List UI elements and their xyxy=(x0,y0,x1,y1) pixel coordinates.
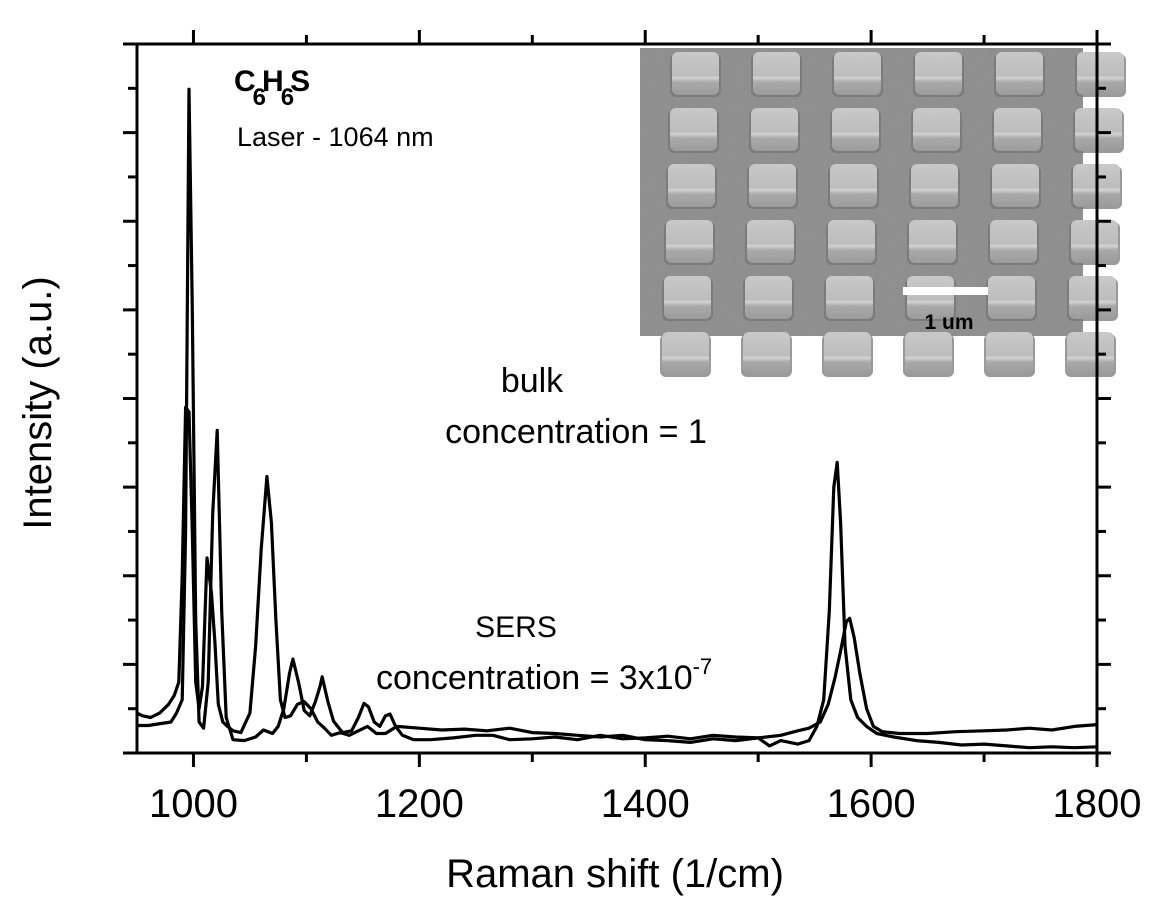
sem-pillar xyxy=(822,332,873,377)
x-tick-label: 1800 xyxy=(1053,782,1142,826)
sem-pillar xyxy=(1065,332,1116,377)
formula-s: S xyxy=(290,65,310,98)
formula-h: H xyxy=(262,65,284,98)
sers-concentration-label: concentration = 3x10-7 xyxy=(376,654,712,697)
sem-pillar xyxy=(660,332,711,377)
sem-pillar xyxy=(741,332,792,377)
compound-formula: C6H6S xyxy=(234,65,310,111)
laser-label: Laser - 1064 nm xyxy=(237,122,434,152)
series-line-sers xyxy=(137,405,1097,750)
scale-bar-label: 1 um xyxy=(924,311,973,334)
axis-ticks xyxy=(123,30,1111,767)
x-tick-labels: 1000 1200 1400 1600 1800 xyxy=(149,782,1142,826)
plot-frame xyxy=(123,30,1111,767)
x-tick-label: 1600 xyxy=(827,782,916,826)
sers-concentration-exponent: -7 xyxy=(693,654,713,679)
sem-pillar xyxy=(903,332,954,377)
formula-c: C xyxy=(234,65,256,98)
x-tick-label: 1000 xyxy=(149,782,238,826)
sem-pillar xyxy=(1075,52,1126,97)
x-axis-title: Raman shift (1/cm) xyxy=(446,852,784,896)
scale-bar xyxy=(903,287,988,295)
x-tick-label: 1400 xyxy=(601,782,690,826)
formula-sub-6a: 6 xyxy=(253,84,266,111)
bulk-label: bulk xyxy=(501,362,564,400)
formula-sub-6b: 6 xyxy=(281,84,294,111)
sem-inset-image: 1 um xyxy=(640,48,1126,377)
bulk-concentration-label: concentration = 1 xyxy=(445,413,707,451)
series-line-bulk xyxy=(137,87,1097,743)
sers-concentration-base: concentration = 3x10 xyxy=(376,659,693,697)
sers-label: SERS xyxy=(475,611,557,644)
x-tick-label: 1200 xyxy=(375,782,464,826)
y-axis-title: Intensity (a.u.) xyxy=(16,276,60,529)
sem-pillar xyxy=(984,332,1035,377)
